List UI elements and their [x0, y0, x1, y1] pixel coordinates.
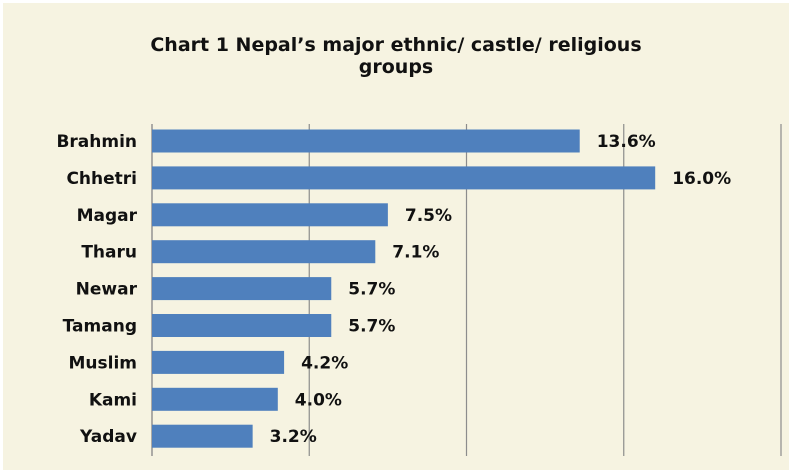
bar — [152, 203, 388, 227]
value-label: 7.1% — [392, 243, 439, 263]
value-label: 4.0% — [295, 390, 342, 410]
bar — [152, 314, 332, 337]
bar — [152, 129, 580, 153]
category-label: Tharu — [81, 243, 137, 263]
bar — [152, 387, 278, 411]
category-label: Magar — [77, 206, 138, 226]
bar — [152, 166, 656, 190]
value-label: 4.2% — [301, 353, 348, 373]
category-label: Chhetri — [66, 169, 137, 189]
value-label: 7.5% — [405, 206, 452, 226]
chart-title-line-1: Chart 1 Nepal’s major ethnic/ castle/ re… — [150, 34, 642, 56]
chart-title-line-2: groups — [358, 56, 434, 78]
chart-background — [3, 3, 789, 470]
category-label: Newar — [76, 280, 138, 300]
value-label: 13.6% — [597, 132, 656, 152]
value-label: 5.7% — [348, 317, 395, 337]
value-label: 5.7% — [348, 280, 395, 300]
category-label: Muslim — [68, 353, 137, 373]
value-label: 3.2% — [270, 427, 317, 447]
chart-title: Chart 1 Nepal’s major ethnic/ castle/ re… — [0, 34, 792, 78]
category-label: Brahmin — [56, 132, 137, 152]
bar — [152, 424, 253, 448]
bar — [152, 350, 285, 374]
value-label: 16.0% — [672, 169, 731, 189]
bar — [152, 240, 376, 264]
category-label: Yadav — [79, 427, 137, 447]
category-label: Kami — [89, 390, 137, 410]
bar — [152, 277, 332, 301]
category-label: Tamang — [63, 317, 137, 337]
